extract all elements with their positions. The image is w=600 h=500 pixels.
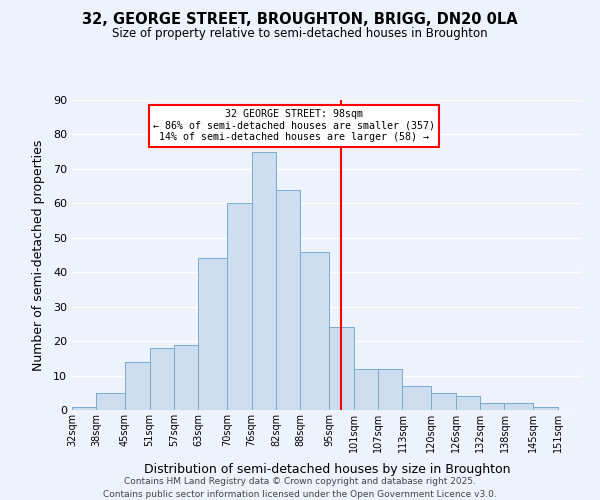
Bar <box>533 406 557 410</box>
Bar <box>174 344 199 410</box>
Bar <box>403 386 431 410</box>
Text: 32, GEORGE STREET, BROUGHTON, BRIGG, DN20 0LA: 32, GEORGE STREET, BROUGHTON, BRIGG, DN2… <box>82 12 518 28</box>
Y-axis label: Number of semi-detached properties: Number of semi-detached properties <box>32 140 44 370</box>
Text: Contains public sector information licensed under the Open Government Licence v3: Contains public sector information licen… <box>103 490 497 499</box>
Bar <box>431 393 455 410</box>
Text: 32 GEORGE STREET: 98sqm
← 86% of semi-detached houses are smaller (357)
14% of s: 32 GEORGE STREET: 98sqm ← 86% of semi-de… <box>153 110 435 142</box>
Text: Size of property relative to semi-detached houses in Broughton: Size of property relative to semi-detach… <box>112 28 488 40</box>
Bar <box>276 190 301 410</box>
Bar <box>480 403 505 410</box>
Bar <box>353 368 378 410</box>
X-axis label: Distribution of semi-detached houses by size in Broughton: Distribution of semi-detached houses by … <box>144 463 510 476</box>
Bar <box>149 348 174 410</box>
Text: Contains HM Land Registry data © Crown copyright and database right 2025.: Contains HM Land Registry data © Crown c… <box>124 478 476 486</box>
Bar <box>329 328 353 410</box>
Bar <box>505 403 533 410</box>
Bar <box>378 368 403 410</box>
Bar <box>97 393 125 410</box>
Bar <box>125 362 149 410</box>
Bar <box>72 406 97 410</box>
Bar <box>199 258 227 410</box>
Bar <box>251 152 276 410</box>
Bar <box>301 252 329 410</box>
Bar <box>227 204 251 410</box>
Bar <box>455 396 480 410</box>
